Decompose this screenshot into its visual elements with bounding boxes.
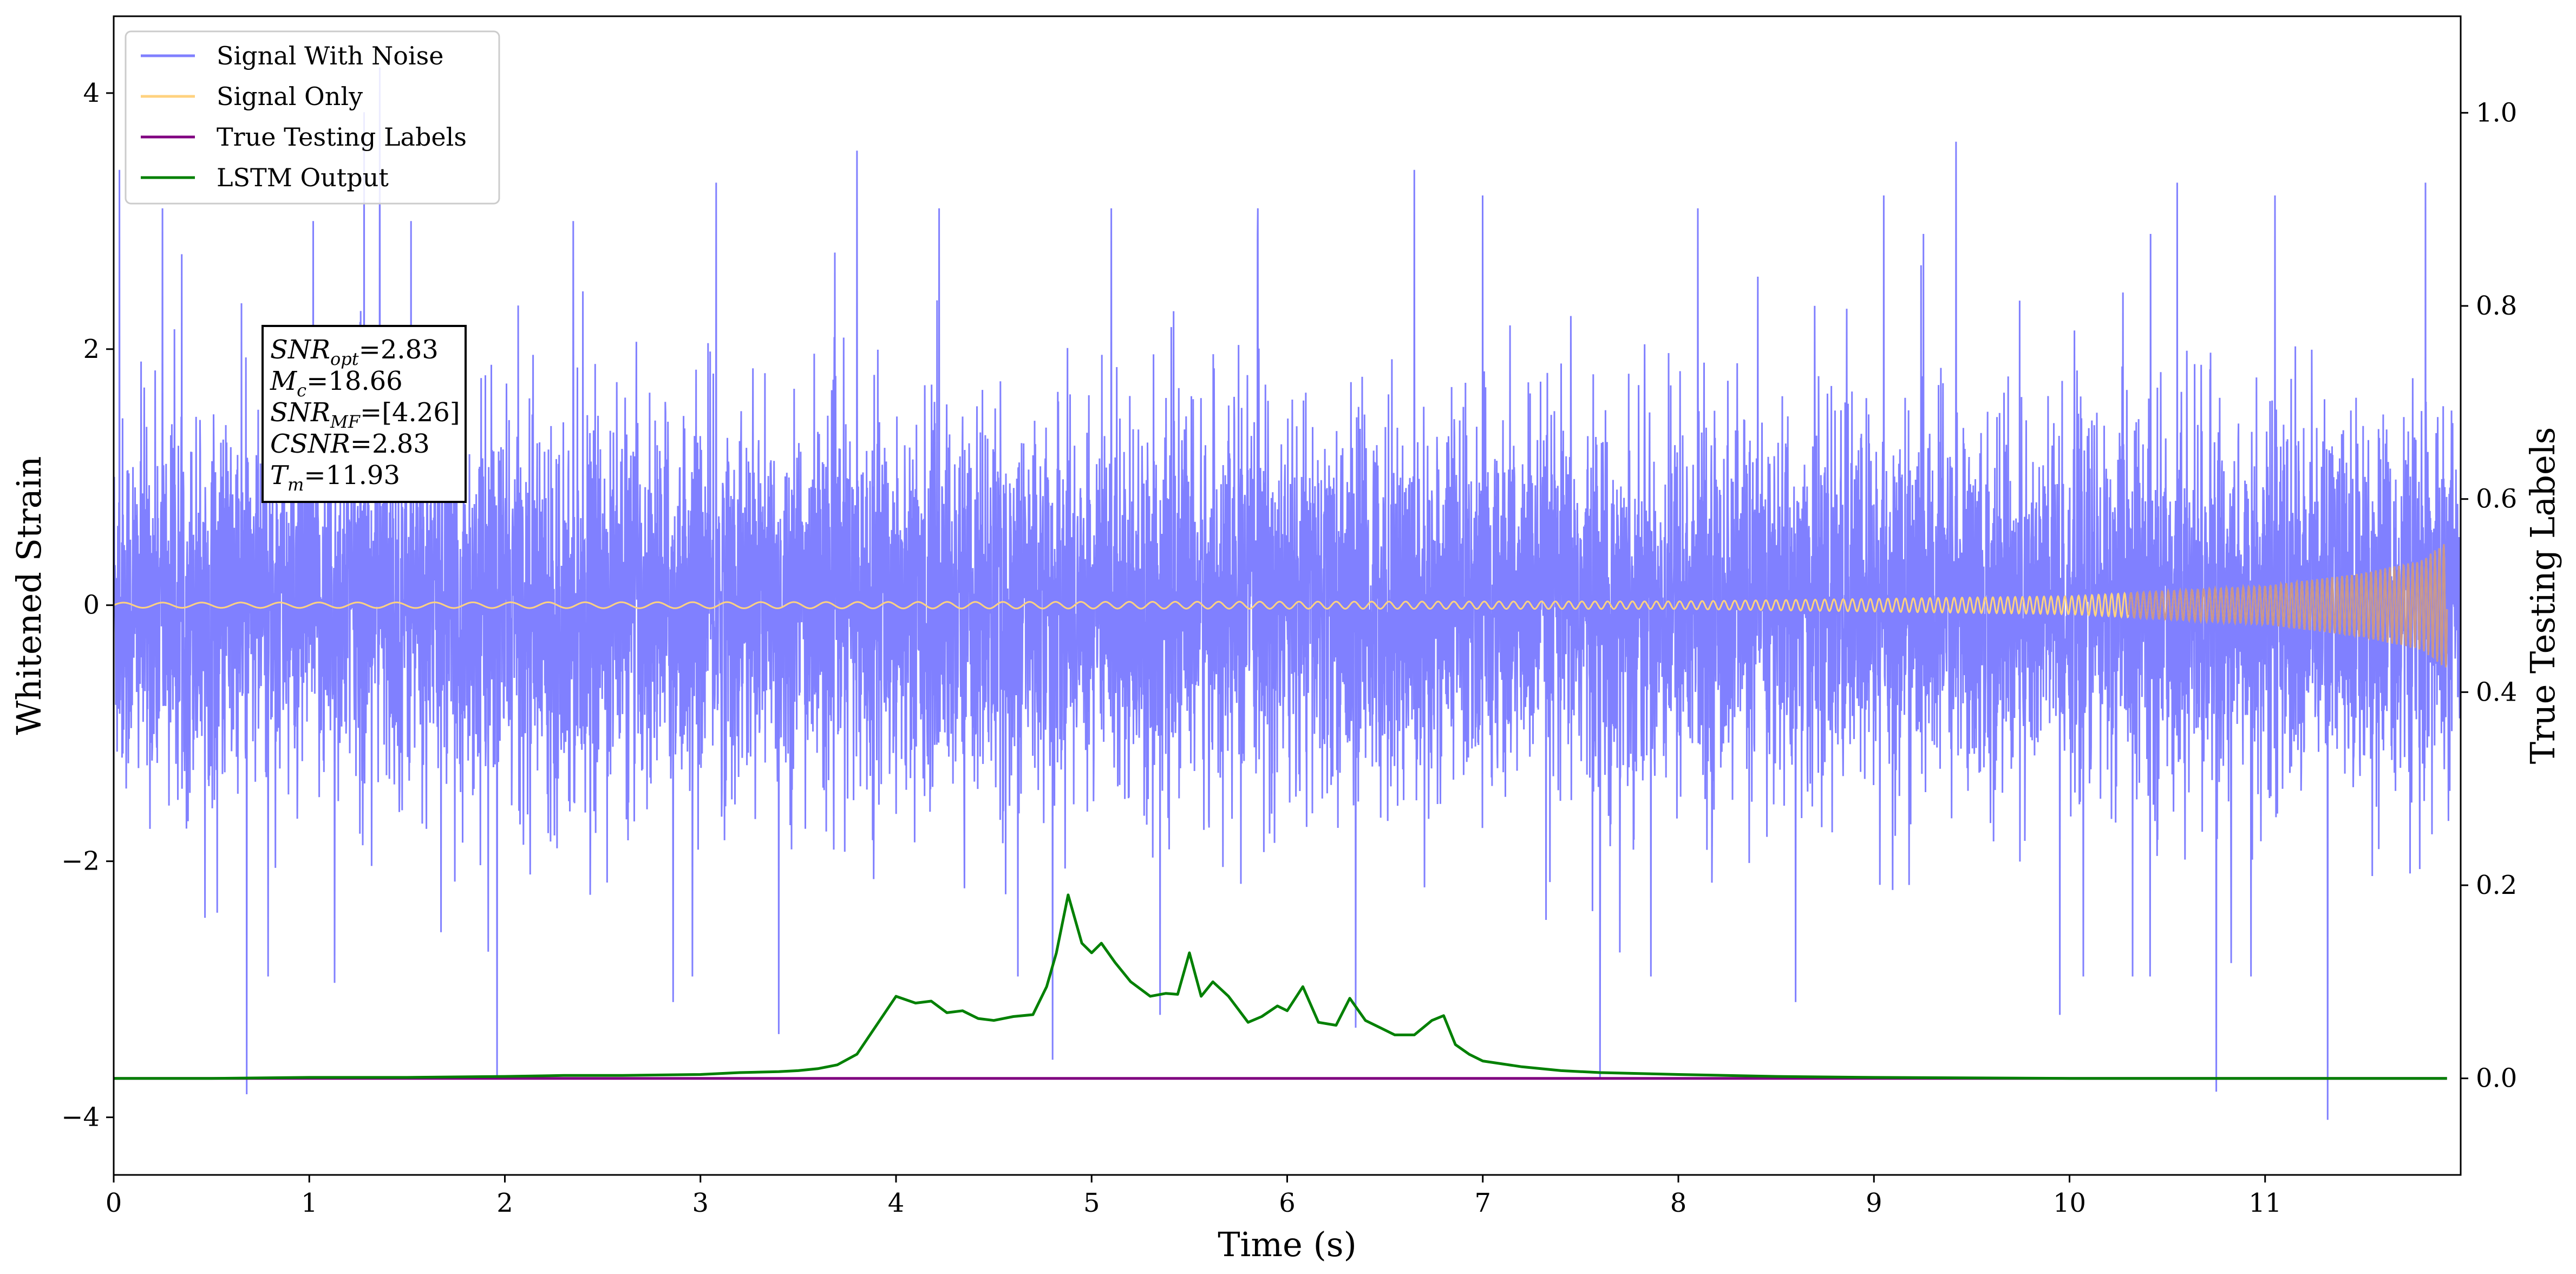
legend-entry-label: LSTM Output [217, 163, 389, 192]
y-right-tick-label: 0.0 [2476, 1063, 2517, 1094]
y-left-tick-label: −2 [61, 846, 100, 877]
x-tick-label: 10 [2053, 1188, 2086, 1218]
series-layer [114, 67, 2461, 1120]
y-right-tick-label: 0.4 [2476, 677, 2517, 707]
axes-layer: 0 1 2 3 4 5 6 7 8 9 10 11 −4 −2 0 2 4 0.0 0.2 0.4 0.6 0.8 1.0 [61, 78, 2517, 1218]
legend-entry-label: Signal Only [217, 82, 363, 111]
x-tick-label: 5 [1083, 1188, 1100, 1218]
y-left-tick-label: −4 [61, 1102, 100, 1133]
annotation-line: Mc=18.66 [270, 366, 403, 401]
y-right-tick-label: 0.6 [2476, 484, 2517, 514]
annotation-box: SNRopt=2.83Mc=18.66SNRMF=[4.26]CSNR=2.83… [261, 325, 467, 503]
series-lstm-output [114, 893, 2447, 1080]
y-right-tick-label: 0.2 [2476, 870, 2517, 900]
series-signal-with-noise [114, 67, 2461, 1120]
x-tick-label: 3 [692, 1188, 709, 1218]
legend: Signal With Noise Signal Only True Testing… [125, 30, 500, 205]
x-tick-label: 0 [106, 1188, 122, 1218]
x-tick-label: 4 [888, 1188, 905, 1218]
x-tick-label: 8 [1670, 1188, 1687, 1218]
x-tick-label: 6 [1279, 1188, 1296, 1218]
x-tick-label: 2 [496, 1188, 513, 1218]
series-signal-only-overlap [2127, 544, 2448, 668]
y-right-axis-label: True Testing Labels [2523, 427, 2562, 765]
x-tick-label: 9 [1866, 1188, 1882, 1218]
y-right-tick-label: 1.0 [2476, 97, 2517, 128]
legend-entry-label: Signal With Noise [217, 41, 443, 70]
y-left-tick-label: 2 [83, 334, 100, 364]
annotation-line: Tm=11.93 [270, 460, 400, 495]
series-signal-only [114, 544, 2448, 668]
x-axis-label: Time (s) [1218, 1225, 1357, 1264]
y-left-tick-label: 4 [83, 78, 100, 108]
x-tick-label: 1 [301, 1188, 318, 1218]
annotation-line: SNRMF=[4.26] [270, 397, 460, 432]
y-left-axis-label: Whitened Strain [9, 456, 49, 735]
y-right-tick-label: 0.8 [2476, 291, 2517, 321]
annotation-line: SNRopt=2.83 [270, 335, 439, 369]
legend-frame [125, 30, 500, 205]
annotation-frame [261, 325, 467, 503]
annotation-line: CSNR=2.83 [270, 429, 430, 459]
plot-area [114, 67, 2461, 1120]
x-tick-label: 7 [1474, 1188, 1491, 1218]
x-tick-label: 11 [2248, 1188, 2281, 1218]
y-left-tick-label: 0 [83, 590, 100, 620]
legend-entry-label: True Testing Labels [217, 122, 467, 152]
